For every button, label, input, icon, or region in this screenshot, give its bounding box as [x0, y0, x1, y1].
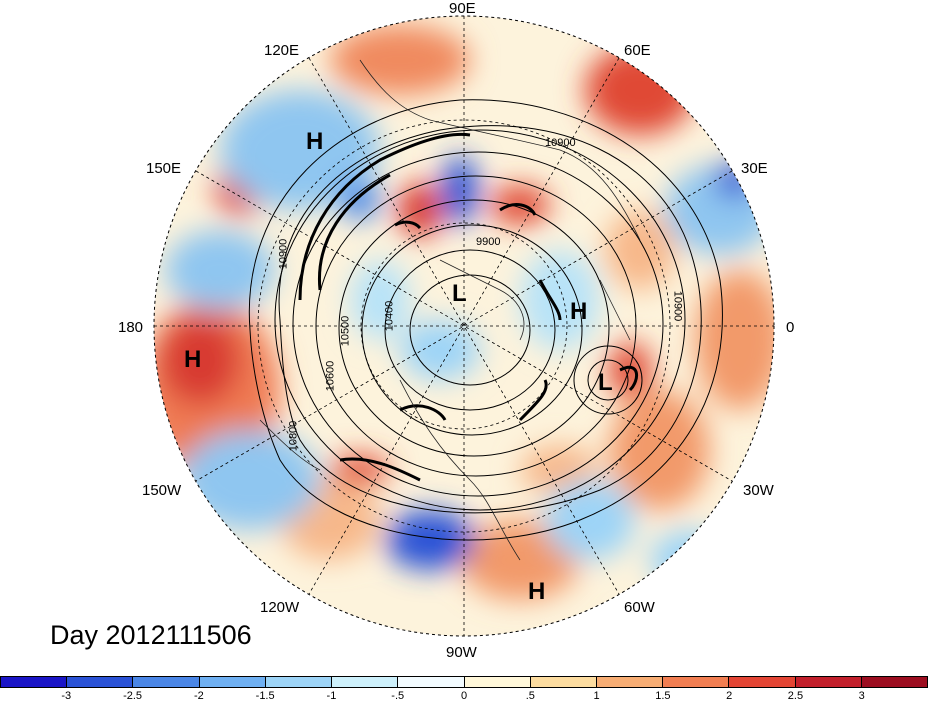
colorbar-box — [729, 677, 796, 687]
contour-label: 10400 — [383, 300, 396, 332]
contour-label: 9900 — [476, 236, 501, 248]
high-center-label: H — [306, 128, 324, 155]
contour-label: 10500 — [339, 315, 352, 347]
lon-label-30e: 30E — [741, 160, 768, 177]
day-title: Day 2012111506 — [50, 620, 252, 650]
colorbar-box — [1, 677, 68, 687]
contour-label: 10600 — [324, 360, 337, 392]
coastlines — [259, 59, 641, 561]
colorbar-tick-label: .5 — [525, 690, 535, 702]
colorbar-box — [464, 677, 531, 687]
colorbar-box — [861, 677, 928, 687]
colorbar-box — [795, 677, 862, 687]
lon-label-90e: 90E — [449, 0, 476, 17]
high-center-label: H — [184, 346, 202, 373]
colorbar-tick-label: -3 — [61, 690, 72, 702]
contour-label: 10900 — [277, 238, 290, 270]
lon-label-150w: 150W — [142, 482, 182, 499]
contour-label: 10900 — [671, 290, 684, 322]
high-center-label: H — [528, 578, 546, 605]
colorbar-tick-label: 1.5 — [655, 690, 671, 702]
colorbar-tick-label: 2.5 — [787, 690, 804, 702]
colorbar-tick-label: 3 — [858, 690, 865, 702]
colorbar-tick-label: 0 — [460, 690, 468, 702]
polar-map — [153, 15, 775, 637]
lon-label-0: 0 — [786, 319, 795, 336]
colorbar-tick-label: -1 — [326, 690, 337, 702]
lon-label-120e: 120E — [264, 42, 300, 59]
colorbar-box — [199, 677, 266, 687]
colorbar-box — [265, 677, 333, 687]
low-center-label: L — [452, 280, 467, 307]
graticule — [154, 16, 774, 636]
colorbar-tick-label: -2.5 — [123, 690, 143, 702]
lon-label-150e: 150E — [146, 160, 182, 177]
colorbar-box — [398, 677, 465, 687]
colorbar-box — [663, 677, 730, 687]
colorbar-box — [133, 677, 200, 687]
colorbar-tick-label: 1 — [593, 690, 600, 702]
colorbar-tick-label: -2 — [193, 690, 204, 702]
colorbar-box — [67, 677, 134, 687]
high-center-label: H — [570, 298, 588, 325]
lon-label-60w: 60W — [624, 599, 655, 616]
height-contours — [248, 99, 723, 541]
colorbar-tick-label: -.5 — [391, 690, 405, 702]
colorbar-box — [530, 677, 597, 687]
colorbar-tick-label: -1.5 — [255, 690, 275, 702]
lon-label-180: 180 — [118, 319, 144, 336]
lon-label-120w: 120W — [260, 599, 300, 616]
colorbar-box — [332, 677, 399, 687]
map-boundary — [153, 15, 775, 637]
contour-label: 10900 — [545, 137, 576, 149]
contour-label: 10800 — [287, 420, 300, 452]
lon-label-60e: 60E — [624, 42, 651, 59]
colorbar — [0, 676, 928, 688]
colorbar-tick-label: 2 — [726, 690, 733, 702]
low-center-label: L — [598, 369, 613, 396]
colorbar-box — [596, 677, 664, 687]
lon-label-90w: 90W — [446, 644, 477, 661]
lon-label-30w: 30W — [743, 482, 774, 499]
